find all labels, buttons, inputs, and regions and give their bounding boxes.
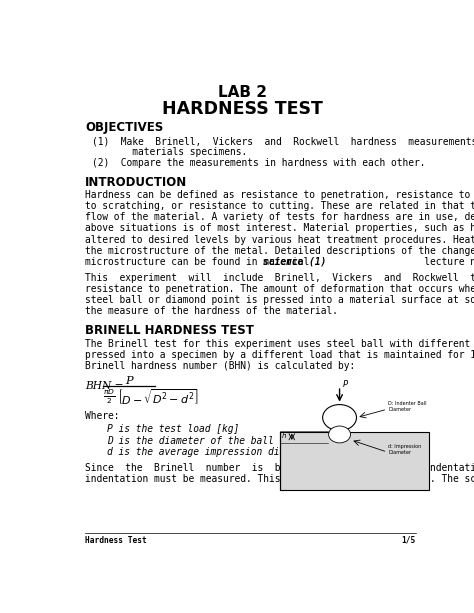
Text: Hardness can be defined as resistance to penetration, resistance to abrasion, re: Hardness can be defined as resistance to… bbox=[85, 190, 474, 200]
Text: steel ball or diamond point is pressed into a material surface at some designate: steel ball or diamond point is pressed i… bbox=[85, 295, 474, 305]
Text: indentation must be measured. This is done with a microscope. The scale seen thr: indentation must be measured. This is do… bbox=[85, 474, 474, 484]
Text: altered to desired levels by various heat treatment procedures. Heat treatments : altered to desired levels by various hea… bbox=[85, 235, 474, 245]
Text: the measure of the hardness of the material.: the measure of the hardness of the mater… bbox=[85, 306, 338, 316]
Text: pressed into a specimen by a different load that is maintained for 15 to 30 seco: pressed into a specimen by a different l… bbox=[85, 349, 474, 360]
Text: Where:: Where: bbox=[85, 411, 119, 421]
Circle shape bbox=[328, 426, 350, 443]
Text: to scratching, or resistance to cutting. These are related in that they all requ: to scratching, or resistance to cutting.… bbox=[85, 201, 474, 211]
Text: D is the diameter of the ball [mm]: D is the diameter of the ball [mm] bbox=[107, 436, 302, 446]
Text: materials specimens.: materials specimens. bbox=[92, 147, 247, 157]
Text: HARDNESS TEST: HARDNESS TEST bbox=[163, 99, 323, 118]
Text: Diameter: Diameter bbox=[388, 451, 411, 455]
Text: BRINELL HARDNESS TEST: BRINELL HARDNESS TEST bbox=[85, 324, 254, 337]
Text: P: P bbox=[343, 380, 347, 389]
Text: The Brinell test for this experiment uses steel ball with different diameters wh: The Brinell test for this experiment use… bbox=[85, 338, 474, 349]
Text: science (1): science (1) bbox=[263, 257, 326, 267]
Text: BHN =: BHN = bbox=[85, 381, 123, 391]
Text: P is the test load [kg]: P is the test load [kg] bbox=[107, 424, 239, 434]
Text: (2)  Compare the measurements in hardness with each other.: (2) Compare the measurements in hardness… bbox=[92, 158, 426, 168]
Text: above situations is of most interest. Material properties, such as hardness can : above situations is of most interest. Ma… bbox=[85, 223, 474, 234]
Text: LAB 2: LAB 2 bbox=[219, 85, 267, 101]
Text: Brinell hardness number (BHN) is calculated by:: Brinell hardness number (BHN) is calcula… bbox=[85, 361, 355, 371]
Text: Diameter: Diameter bbox=[388, 408, 411, 413]
Text: $\frac{\pi D}{2}$: $\frac{\pi D}{2}$ bbox=[102, 387, 115, 406]
Text: 1/5: 1/5 bbox=[401, 536, 416, 545]
Text: $\left[D-\sqrt{D^2-d^2}\right]$: $\left[D-\sqrt{D^2-d^2}\right]$ bbox=[117, 387, 200, 406]
Bar bbox=[280, 432, 429, 490]
Text: the microstructure of the metal. Detailed descriptions of the changes to the: the microstructure of the metal. Detaile… bbox=[85, 246, 474, 256]
Text: This  experiment  will  include  Brinell,  Vickers  and  Rockwell  tests  which : This experiment will include Brinell, Vi… bbox=[85, 273, 474, 283]
Text: INTRODUCTION: INTRODUCTION bbox=[85, 176, 187, 189]
Text: d is the average impression diameter of indentation [mm]: d is the average impression diameter of … bbox=[107, 447, 429, 457]
Text: (1)  Make  Brinell,  Vickers  and  Rockwell  hardness  measurements  on  differe: (1) Make Brinell, Vickers and Rockwell h… bbox=[92, 136, 474, 147]
Text: P: P bbox=[125, 376, 133, 386]
Text: d: Impression: d: Impression bbox=[388, 444, 421, 449]
Text: resistance to penetration. The amount of deformation that occurs when a small, h: resistance to penetration. The amount of… bbox=[85, 284, 474, 294]
Text: Hardness Test: Hardness Test bbox=[85, 536, 147, 545]
Text: OBJECTIVES: OBJECTIVES bbox=[85, 121, 163, 134]
Text: flow of the material. A variety of tests for hardness are in use, depending on w: flow of the material. A variety of tests… bbox=[85, 212, 474, 223]
Text: D: Indenter Ball: D: Indenter Ball bbox=[388, 402, 427, 406]
Text: microstructure can be found in material                    lecture notes.: microstructure can be found in material … bbox=[85, 257, 474, 267]
Text: h: h bbox=[282, 433, 286, 438]
Text: Since  the  Brinell  number  is  based  on  the  area  of  indentation,  the  di: Since the Brinell number is based on the… bbox=[85, 463, 474, 473]
